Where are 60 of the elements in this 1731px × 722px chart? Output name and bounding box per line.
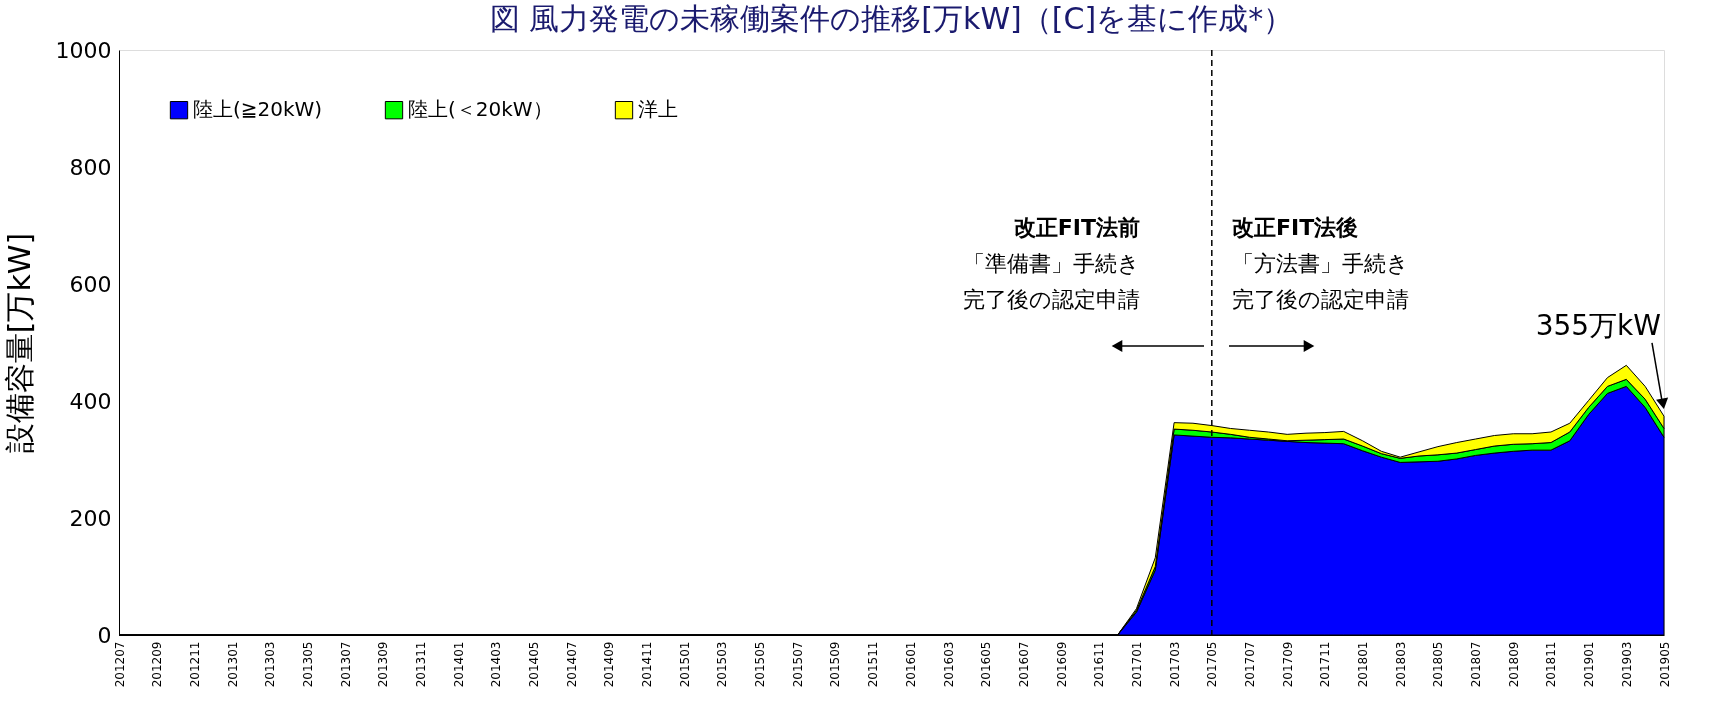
x-tick-label: 201509 bbox=[828, 641, 843, 688]
x-tick-label: 201603 bbox=[941, 641, 956, 688]
x-tick-label: 201601 bbox=[903, 641, 918, 688]
x-tick-label: 201903 bbox=[1619, 641, 1634, 688]
x-tick-label: 201511 bbox=[866, 641, 881, 688]
x-tick-label: 201305 bbox=[300, 641, 315, 688]
y-axis-title: 設備容量[万kW] bbox=[1, 232, 37, 454]
x-tick-label: 201501 bbox=[677, 641, 692, 688]
x-tick-label: 201405 bbox=[527, 641, 542, 688]
annotation: 355万kW bbox=[1535, 308, 1661, 342]
x-tick-label: 201507 bbox=[790, 641, 805, 688]
y-tick-label: 800 bbox=[69, 154, 112, 180]
x-tick-label: 201805 bbox=[1431, 641, 1446, 688]
x-tick-label: 201211 bbox=[187, 641, 202, 688]
x-tick-label: 201701 bbox=[1129, 641, 1144, 688]
y-tick-label: 400 bbox=[69, 388, 112, 414]
x-tick-label: 201611 bbox=[1092, 641, 1107, 688]
legend-label: 陸上(＜20kW） bbox=[408, 97, 553, 122]
x-tick-label: 201409 bbox=[602, 641, 617, 688]
annotation: 改正FIT法前 bbox=[1013, 215, 1140, 240]
legend-label: 洋上 bbox=[638, 97, 678, 122]
x-tick-label: 201311 bbox=[413, 641, 428, 688]
annotation: 改正FIT法後 bbox=[1232, 215, 1359, 240]
annotation: 完了後の認定申請 bbox=[1232, 287, 1409, 312]
x-tick-label: 201207 bbox=[112, 641, 127, 688]
y-tick-label: 600 bbox=[69, 271, 112, 297]
x-tick-label: 201605 bbox=[979, 641, 994, 688]
x-tick-label: 201607 bbox=[1016, 641, 1031, 688]
x-tick-label: 201403 bbox=[489, 641, 504, 688]
x-tick-label: 201809 bbox=[1506, 641, 1521, 688]
annotation: 完了後の認定申請 bbox=[963, 287, 1140, 312]
annotation: 「方法書」手続き bbox=[1232, 251, 1409, 276]
x-tick-label: 201303 bbox=[263, 641, 278, 688]
x-tick-label: 201505 bbox=[753, 641, 768, 688]
x-tick-label: 201803 bbox=[1393, 641, 1408, 688]
y-tick-label: 0 bbox=[97, 622, 112, 648]
x-tick-label: 201703 bbox=[1167, 641, 1182, 688]
x-tick-label: 201401 bbox=[451, 641, 466, 688]
x-tick-label: 201811 bbox=[1544, 641, 1559, 688]
y-tick-label: 1000 bbox=[55, 37, 112, 63]
x-tick-label: 201711 bbox=[1318, 641, 1333, 688]
x-tick-label: 201901 bbox=[1582, 641, 1597, 688]
x-tick-label: 201801 bbox=[1356, 641, 1371, 688]
x-tick-label: 201609 bbox=[1054, 641, 1069, 688]
x-tick-label: 201807 bbox=[1469, 641, 1484, 688]
x-tick-label: 201709 bbox=[1280, 641, 1295, 688]
legend-label: 陸上(≧20kW) bbox=[193, 97, 323, 122]
x-tick-label: 201407 bbox=[564, 641, 579, 688]
chart-title: 図 風力発電の未稼働案件の推移[万kW]（[C]を基に作成*） bbox=[489, 1, 1294, 36]
x-tick-label: 201905 bbox=[1657, 641, 1672, 688]
annotation: 「準備書」手続き bbox=[963, 251, 1140, 276]
x-tick-label: 201309 bbox=[376, 641, 391, 688]
x-tick-label: 201707 bbox=[1242, 641, 1257, 688]
x-tick-label: 201411 bbox=[640, 641, 655, 688]
x-tick-label: 201307 bbox=[338, 641, 353, 688]
x-tick-label: 201301 bbox=[225, 641, 240, 688]
x-tick-label: 201705 bbox=[1205, 641, 1220, 688]
y-tick-label: 200 bbox=[69, 505, 112, 531]
x-tick-label: 201209 bbox=[150, 641, 165, 688]
x-tick-label: 201503 bbox=[715, 641, 730, 688]
